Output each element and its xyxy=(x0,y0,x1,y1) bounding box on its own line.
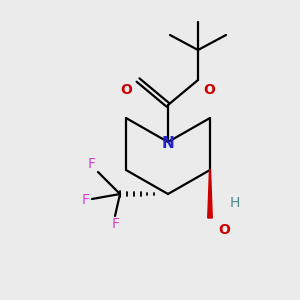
Text: O: O xyxy=(203,83,215,97)
Text: F: F xyxy=(88,157,96,171)
Polygon shape xyxy=(208,170,212,218)
Text: F: F xyxy=(82,193,90,207)
Text: H: H xyxy=(230,196,240,210)
Text: O: O xyxy=(120,83,132,97)
Text: F: F xyxy=(112,217,120,231)
Text: N: N xyxy=(162,136,174,151)
Text: O: O xyxy=(218,223,230,237)
